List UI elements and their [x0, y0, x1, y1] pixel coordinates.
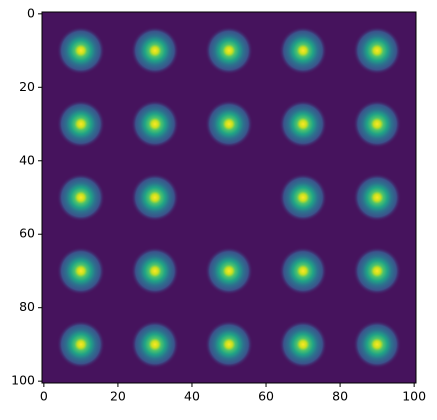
spot [56, 173, 105, 222]
spot [353, 26, 402, 75]
spot [56, 99, 105, 149]
y-tick-label: 60 [19, 226, 35, 241]
spot [56, 26, 105, 75]
y-tick-label: 80 [19, 299, 35, 314]
spot [204, 99, 254, 149]
frame [41, 11, 417, 384]
spot [353, 173, 402, 222]
y-tick-label: 100 [11, 373, 35, 388]
x-tick-label: 80 [332, 389, 348, 404]
spot [56, 246, 105, 296]
spot [278, 246, 328, 296]
spot [353, 99, 402, 149]
spot [278, 320, 328, 369]
spot [130, 246, 180, 296]
x-tick-label: 20 [110, 389, 126, 404]
spot [204, 246, 254, 296]
spot [204, 26, 254, 75]
y-tick-label: 20 [19, 79, 35, 94]
spot [278, 173, 328, 222]
spot [204, 320, 254, 369]
x-tick-label: 40 [184, 389, 200, 404]
spot [130, 99, 180, 149]
y-tick-label: 40 [19, 152, 35, 167]
x-tick-label: 100 [402, 389, 426, 404]
spot [278, 26, 328, 75]
spot [56, 320, 105, 369]
y-tick-label: 0 [27, 5, 35, 20]
spot [130, 173, 180, 222]
spot [278, 99, 328, 149]
x-tick-label: 0 [40, 389, 48, 404]
x-tick-label: 60 [258, 389, 274, 404]
spot [353, 246, 402, 296]
spot [130, 26, 180, 75]
spot [353, 320, 402, 369]
spot [130, 320, 180, 369]
